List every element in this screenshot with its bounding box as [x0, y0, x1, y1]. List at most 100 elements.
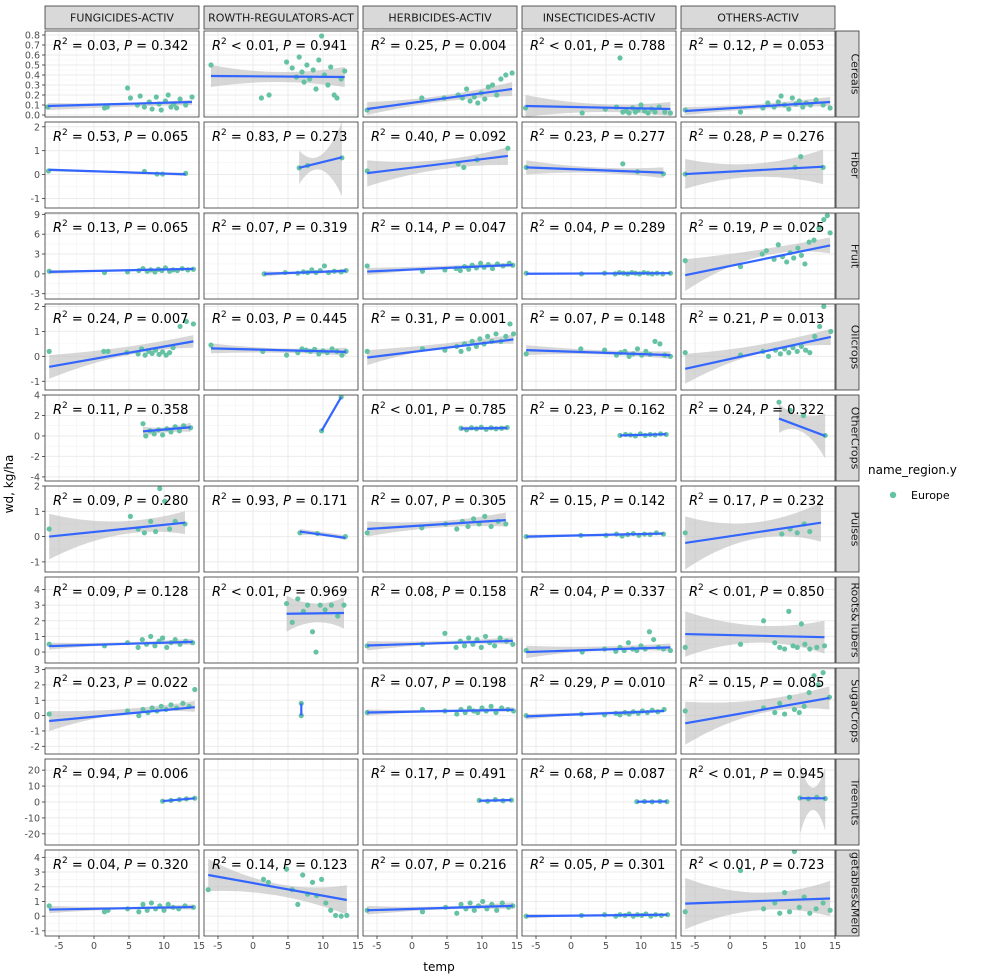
- data-point: [777, 910, 783, 916]
- panel-grid: [45, 668, 199, 754]
- data-point: [141, 104, 147, 110]
- data-point: [800, 412, 807, 419]
- regression-annotation: R2 = 0.40, P = 0.092: [371, 128, 506, 145]
- panel-background: [45, 577, 199, 663]
- data-point: [258, 95, 264, 101]
- data-point: [682, 350, 688, 356]
- panel-background: [45, 850, 199, 936]
- regression-annotation: R2 < 0.01, P = 0.945: [689, 765, 824, 782]
- panel-grid: [363, 850, 517, 936]
- panel-border: [203, 212, 359, 300]
- data-point: [323, 900, 329, 906]
- fit-line: [526, 272, 671, 275]
- panel-border: [44, 212, 200, 300]
- confidence-band: [685, 877, 831, 930]
- y-tick-label: 3: [34, 665, 40, 676]
- panel-grid: [204, 304, 358, 390]
- panel-border: [44, 849, 200, 937]
- x-axis-title: temp: [423, 960, 454, 974]
- data-point: [645, 110, 651, 116]
- panel-background: [522, 850, 676, 936]
- fit-line: [49, 905, 194, 911]
- panel-border: [44, 485, 200, 573]
- data-point: [798, 154, 804, 160]
- facet-panel: R2 < 0.01, P = 0.850: [680, 576, 836, 664]
- data-point: [125, 708, 131, 714]
- panel-grid: [45, 122, 199, 208]
- data-point: [140, 901, 146, 907]
- row-strip: Treenuts: [835, 758, 860, 846]
- panel-border: [203, 303, 359, 391]
- data-point: [466, 635, 472, 641]
- data-point: [260, 876, 267, 883]
- data-point: [189, 94, 195, 100]
- data-point: [626, 110, 632, 116]
- facet-panel: R2 = 0.83, P = 0.273: [203, 121, 359, 209]
- y-tick-label: 2: [34, 411, 40, 422]
- data-point: [509, 70, 515, 76]
- panel-border: [362, 576, 518, 664]
- panel-border: [44, 30, 200, 118]
- data-point: [772, 640, 778, 646]
- panel-grid: [522, 668, 676, 754]
- data-point: [170, 345, 176, 351]
- panel-border: [362, 303, 518, 391]
- data-point: [319, 33, 325, 39]
- data-point: [127, 513, 133, 519]
- data-point: [786, 694, 793, 700]
- regression-annotation: R2 = 0.25, P = 0.004: [371, 37, 506, 54]
- fit-line: [49, 640, 193, 648]
- fit-line: [286, 611, 345, 615]
- regression-annotation: R2 = 0.68, P = 0.087: [530, 765, 665, 782]
- panel-grid: [363, 395, 517, 481]
- data-point: [344, 912, 350, 919]
- data-point: [777, 351, 784, 357]
- panel-background: [522, 304, 676, 390]
- y-tick-label: 9: [34, 210, 40, 221]
- x-tick-label: 5: [762, 941, 768, 952]
- data-point: [328, 907, 334, 913]
- data-point: [316, 57, 322, 63]
- y-tick-label: -1: [31, 194, 40, 205]
- facet-panel: R2 < 0.01, P = 0.723: [680, 849, 836, 937]
- data-point: [164, 644, 170, 650]
- facet-panel: R2 = 0.31, P = 0.001: [362, 303, 518, 391]
- column-strip: INSECTICIDES-ACTIV: [521, 5, 677, 30]
- column-strip-label: HERBICIDES-ACTIV: [388, 12, 492, 25]
- data-point: [364, 263, 370, 269]
- data-point: [135, 644, 141, 650]
- facet-panel: R2 = 0.13, P = 0.065: [44, 212, 200, 300]
- data-point: [466, 346, 472, 352]
- panel-border: [203, 576, 359, 664]
- x-tick-label: 10: [794, 941, 806, 952]
- data-point: [798, 621, 805, 627]
- data-point: [821, 643, 828, 649]
- fit-line: [49, 521, 186, 538]
- regression-annotation: R2 = 0.09, P = 0.280: [53, 492, 188, 509]
- panel-border: [44, 576, 200, 664]
- panel-background: [363, 213, 517, 299]
- data-point: [339, 352, 345, 358]
- data-point: [821, 217, 827, 223]
- panel-border: [680, 303, 836, 391]
- data-point: [765, 353, 772, 359]
- panel-background: [522, 213, 676, 299]
- data-point: [139, 636, 145, 643]
- panel-grid: [204, 759, 358, 845]
- data-point: [492, 643, 498, 649]
- facet-panel: R2 = 0.03, P = 0.445: [203, 303, 359, 391]
- data-point: [667, 110, 674, 116]
- data-point: [137, 93, 143, 99]
- data-point: [652, 338, 658, 344]
- row-strip: Fiber: [835, 121, 860, 209]
- regression-annotation: R2 = 0.29, P = 0.010: [530, 674, 665, 691]
- data-point: [482, 633, 489, 640]
- facet-panels: R2 = 0.03, P = 0.342 R2 < 0.01, P = 0.941…: [44, 30, 836, 937]
- x-tick-label: 0: [409, 941, 415, 952]
- data-point: [478, 260, 484, 266]
- y-tick-label: -1: [31, 557, 40, 568]
- row-strip: SugarCrops: [835, 667, 860, 755]
- data-point: [493, 709, 499, 716]
- panel-border: [44, 303, 200, 391]
